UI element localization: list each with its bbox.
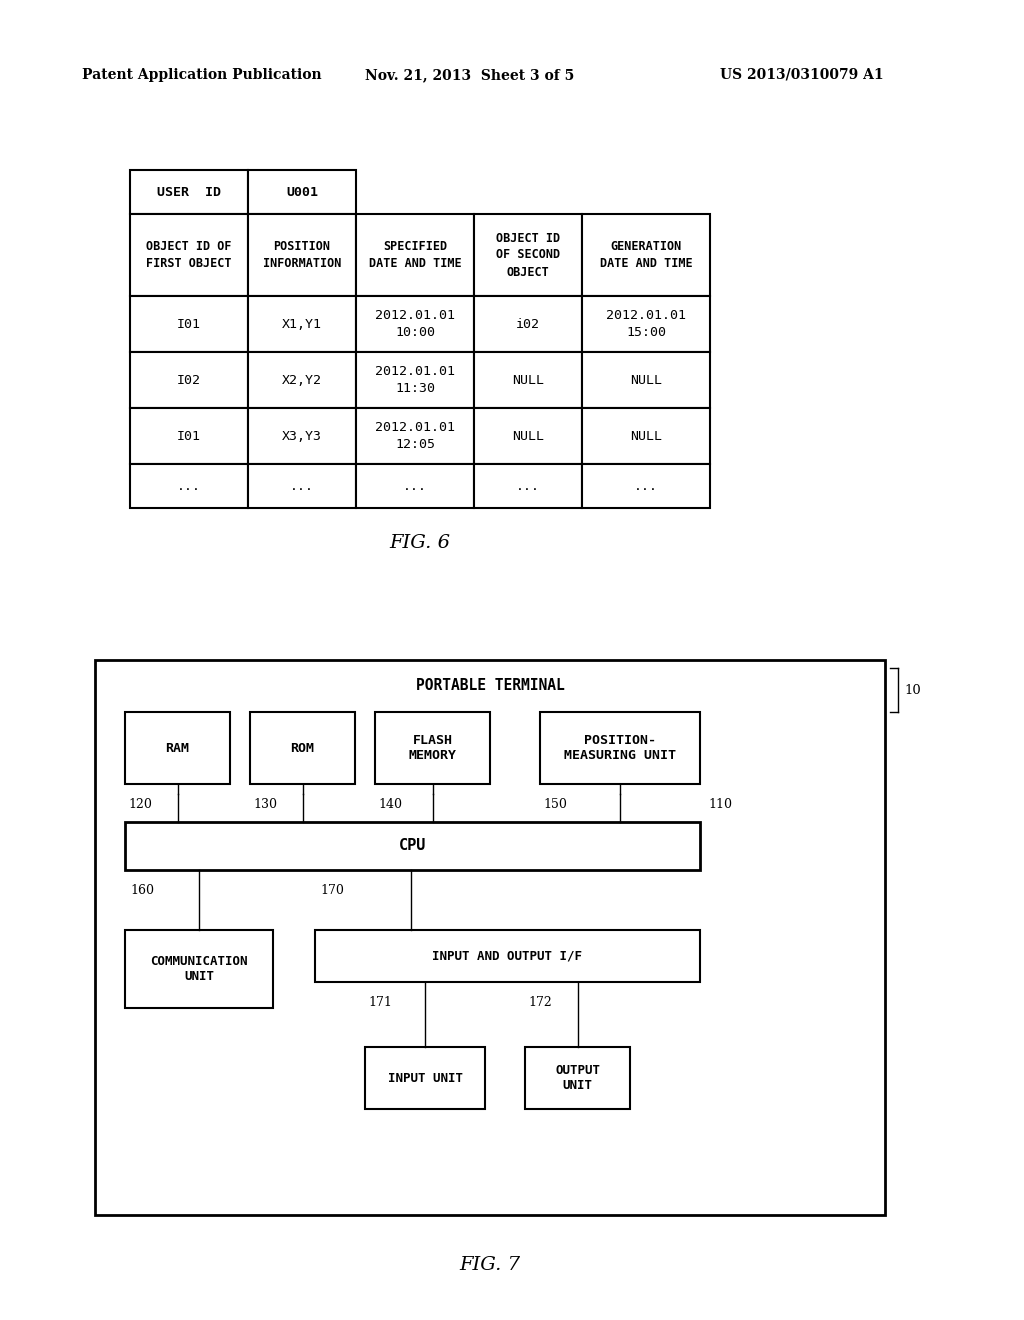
Bar — [365, 1047, 485, 1109]
Bar — [582, 352, 710, 408]
Bar — [582, 465, 710, 508]
Text: 140: 140 — [378, 797, 402, 810]
Text: POSITION-
MEASURING UNIT: POSITION- MEASURING UNIT — [564, 734, 676, 762]
Bar — [130, 214, 248, 296]
Text: Nov. 21, 2013  Sheet 3 of 5: Nov. 21, 2013 Sheet 3 of 5 — [365, 69, 574, 82]
Text: X3,Y3: X3,Y3 — [282, 429, 322, 442]
Text: 110: 110 — [708, 797, 732, 810]
Text: 10: 10 — [904, 684, 921, 697]
Text: NULL: NULL — [512, 429, 544, 442]
Text: 2012.01.01
15:00: 2012.01.01 15:00 — [606, 309, 686, 339]
Bar — [375, 711, 490, 784]
Text: Patent Application Publication: Patent Application Publication — [82, 69, 322, 82]
Bar — [474, 465, 582, 508]
Bar — [356, 352, 474, 408]
Bar — [582, 214, 710, 296]
Bar — [474, 408, 582, 465]
Text: FIG. 6: FIG. 6 — [389, 535, 451, 552]
Text: POSITION
INFORMATION: POSITION INFORMATION — [263, 240, 341, 271]
Text: ...: ... — [177, 479, 201, 492]
Text: 2012.01.01
10:00: 2012.01.01 10:00 — [375, 309, 455, 339]
Bar — [474, 214, 582, 296]
Bar — [356, 214, 474, 296]
Text: INPUT AND OUTPUT I/F: INPUT AND OUTPUT I/F — [432, 949, 583, 962]
Bar — [95, 660, 885, 1214]
Bar — [474, 296, 582, 352]
Bar — [474, 352, 582, 408]
Text: ROM: ROM — [291, 742, 314, 755]
Text: X1,Y1: X1,Y1 — [282, 318, 322, 330]
Bar — [248, 408, 356, 465]
Text: FIG. 7: FIG. 7 — [460, 1257, 520, 1274]
Text: 120: 120 — [128, 797, 152, 810]
Text: 160: 160 — [130, 883, 154, 896]
Text: I01: I01 — [177, 429, 201, 442]
Text: OBJECT ID OF
FIRST OBJECT: OBJECT ID OF FIRST OBJECT — [146, 240, 231, 271]
Bar — [582, 408, 710, 465]
Text: INPUT UNIT: INPUT UNIT — [387, 1072, 463, 1085]
Bar — [130, 408, 248, 465]
Bar — [250, 711, 355, 784]
Bar — [582, 296, 710, 352]
Bar — [130, 352, 248, 408]
Text: GENERATION
DATE AND TIME: GENERATION DATE AND TIME — [600, 240, 692, 271]
Text: ...: ... — [516, 479, 540, 492]
Text: 150: 150 — [543, 797, 567, 810]
Bar — [248, 352, 356, 408]
Text: RAM: RAM — [166, 742, 189, 755]
Text: US 2013/0310079 A1: US 2013/0310079 A1 — [720, 69, 884, 82]
Bar — [248, 465, 356, 508]
Text: NULL: NULL — [630, 429, 662, 442]
Text: PORTABLE TERMINAL: PORTABLE TERMINAL — [416, 678, 564, 693]
Bar — [315, 931, 700, 982]
Bar — [540, 711, 700, 784]
Text: 2012.01.01
11:30: 2012.01.01 11:30 — [375, 366, 455, 395]
Text: ...: ... — [403, 479, 427, 492]
Bar — [525, 1047, 630, 1109]
Text: 2012.01.01
12:05: 2012.01.01 12:05 — [375, 421, 455, 451]
Text: OUTPUT
UNIT: OUTPUT UNIT — [555, 1064, 600, 1092]
Bar — [356, 465, 474, 508]
Text: I02: I02 — [177, 374, 201, 387]
Bar — [248, 296, 356, 352]
Bar — [130, 296, 248, 352]
Text: 171: 171 — [368, 995, 392, 1008]
Bar — [130, 465, 248, 508]
Text: CPU: CPU — [398, 838, 426, 854]
Bar — [125, 822, 700, 870]
Bar — [125, 931, 273, 1008]
Text: I01: I01 — [177, 318, 201, 330]
Bar — [356, 296, 474, 352]
Text: ...: ... — [290, 479, 314, 492]
Text: 172: 172 — [528, 995, 552, 1008]
Text: ...: ... — [634, 479, 658, 492]
Bar — [130, 170, 248, 214]
Text: SPECIFIED
DATE AND TIME: SPECIFIED DATE AND TIME — [369, 240, 462, 271]
Text: NULL: NULL — [512, 374, 544, 387]
Bar — [125, 711, 230, 784]
Text: i02: i02 — [516, 318, 540, 330]
Text: 130: 130 — [253, 797, 278, 810]
Bar — [248, 170, 356, 214]
Bar — [248, 214, 356, 296]
Text: OBJECT ID
OF SECOND
OBJECT: OBJECT ID OF SECOND OBJECT — [496, 231, 560, 279]
Bar — [356, 408, 474, 465]
Text: X2,Y2: X2,Y2 — [282, 374, 322, 387]
Text: USER  ID: USER ID — [157, 186, 221, 198]
Text: 170: 170 — [319, 883, 344, 896]
Text: NULL: NULL — [630, 374, 662, 387]
Text: FLASH
MEMORY: FLASH MEMORY — [409, 734, 457, 762]
Text: U001: U001 — [286, 186, 318, 198]
Text: COMMUNICATION
UNIT: COMMUNICATION UNIT — [151, 954, 248, 983]
